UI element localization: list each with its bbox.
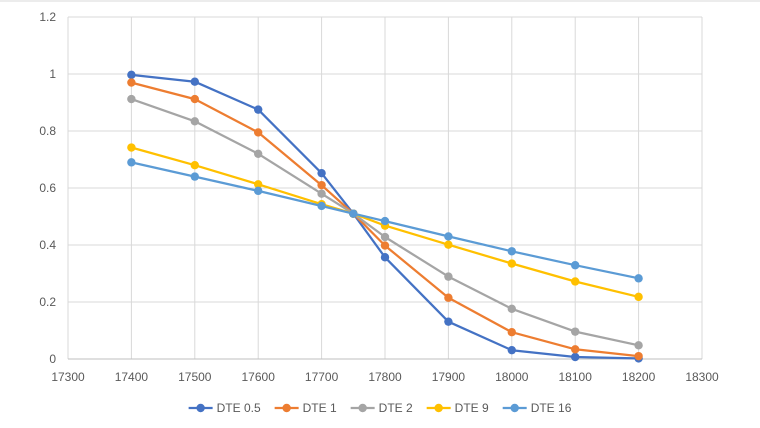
data-point — [571, 352, 580, 362]
data-point — [317, 180, 326, 190]
legend-swatch-marker — [434, 403, 443, 413]
data-point — [634, 351, 643, 361]
gridlines — [67, 16, 703, 359]
data-point — [127, 70, 136, 80]
data-point — [571, 345, 580, 354]
legend-swatch-marker — [196, 403, 205, 413]
data-point — [190, 94, 199, 104]
data-point — [127, 94, 136, 104]
y-tick-label: 0.6 — [39, 181, 56, 195]
series-line — [131, 81, 639, 358]
x-tick-label: 18200 — [622, 370, 656, 384]
data-point — [190, 117, 199, 126]
series-4 — [127, 158, 643, 283]
series-line — [131, 161, 639, 280]
x-tick-label: 17600 — [242, 370, 276, 384]
legend-item: DTE 2 — [350, 401, 413, 415]
legend-swatch-marker — [358, 403, 367, 413]
y-tick-label: 1 — [49, 67, 56, 81]
data-point — [254, 186, 263, 196]
data-point — [127, 143, 136, 152]
data-point — [317, 201, 326, 211]
x-tick-label: 17900 — [432, 370, 466, 384]
axes: 0 0.2 0.4 0.6 0.8 1 1.2 17300 17400 17500 17600 177… — [39, 10, 719, 384]
legend-label: DTE 2 — [379, 401, 413, 415]
legend-item: DTE 1 — [274, 401, 337, 415]
x-tick-label: 17300 — [51, 370, 85, 384]
series-line — [131, 98, 639, 347]
data-point — [634, 274, 643, 283]
legend-label: DTE 1 — [303, 401, 337, 415]
legend: DTE 0.5 DTE 1 DTE 2 DTE 9 DTE 16 — [188, 401, 572, 415]
data-point — [634, 292, 643, 302]
data-point — [317, 189, 326, 198]
x-tick-label: 17400 — [115, 370, 149, 384]
legend-item: DTE 0.5 — [188, 401, 261, 415]
data-point — [444, 240, 453, 249]
data-point — [254, 128, 263, 137]
legend-swatch-marker — [510, 403, 519, 413]
series-line — [131, 73, 639, 360]
data-point — [380, 253, 390, 262]
data-point — [444, 232, 453, 241]
data-point — [127, 78, 136, 87]
series-2 — [127, 94, 643, 350]
y-tick-label: 0.4 — [39, 238, 56, 252]
data-point — [571, 277, 580, 286]
y-tick-label: 0.8 — [39, 124, 56, 138]
data-point — [349, 209, 358, 218]
x-tick-label: 18100 — [559, 370, 593, 384]
x-tick-label: 18000 — [495, 370, 529, 384]
series-line — [131, 146, 639, 298]
data-point — [254, 149, 263, 158]
data-point — [507, 345, 516, 355]
data-point — [507, 328, 516, 337]
y-tick-label: 1.2 — [39, 10, 56, 24]
data-point — [507, 247, 516, 256]
data-point — [254, 180, 263, 189]
data-point — [190, 77, 199, 86]
data-point — [190, 161, 199, 170]
y-tick-label: 0.2 — [39, 295, 56, 309]
legend-item: DTE 9 — [426, 401, 489, 415]
legend-swatch-marker — [282, 403, 291, 413]
y-tick-label: 0 — [49, 352, 56, 366]
data-point — [317, 168, 326, 178]
data-point — [380, 241, 390, 250]
x-tick-label: 17500 — [178, 370, 212, 384]
data-point — [507, 304, 516, 314]
data-point — [507, 259, 516, 268]
data-point — [127, 158, 136, 167]
legend-label: DTE 0.5 — [217, 401, 261, 415]
data-point — [380, 232, 390, 242]
data-point — [634, 341, 643, 350]
data-point — [380, 216, 390, 226]
data-point — [571, 327, 580, 336]
x-tick-label: 17700 — [305, 370, 339, 384]
data-point — [444, 293, 453, 302]
data-point — [190, 172, 199, 181]
legend-item: DTE 16 — [502, 401, 572, 415]
data-point — [571, 261, 580, 270]
legend-label: DTE 16 — [531, 401, 572, 415]
series-0 — [127, 70, 643, 363]
series-group — [127, 70, 643, 363]
data-point — [254, 105, 263, 114]
x-tick-label: 17800 — [368, 370, 402, 384]
series-3 — [127, 143, 643, 302]
data-point — [444, 317, 453, 326]
x-tick-label: 18300 — [685, 370, 719, 384]
data-point — [444, 272, 453, 281]
legend-label: DTE 9 — [455, 401, 489, 415]
